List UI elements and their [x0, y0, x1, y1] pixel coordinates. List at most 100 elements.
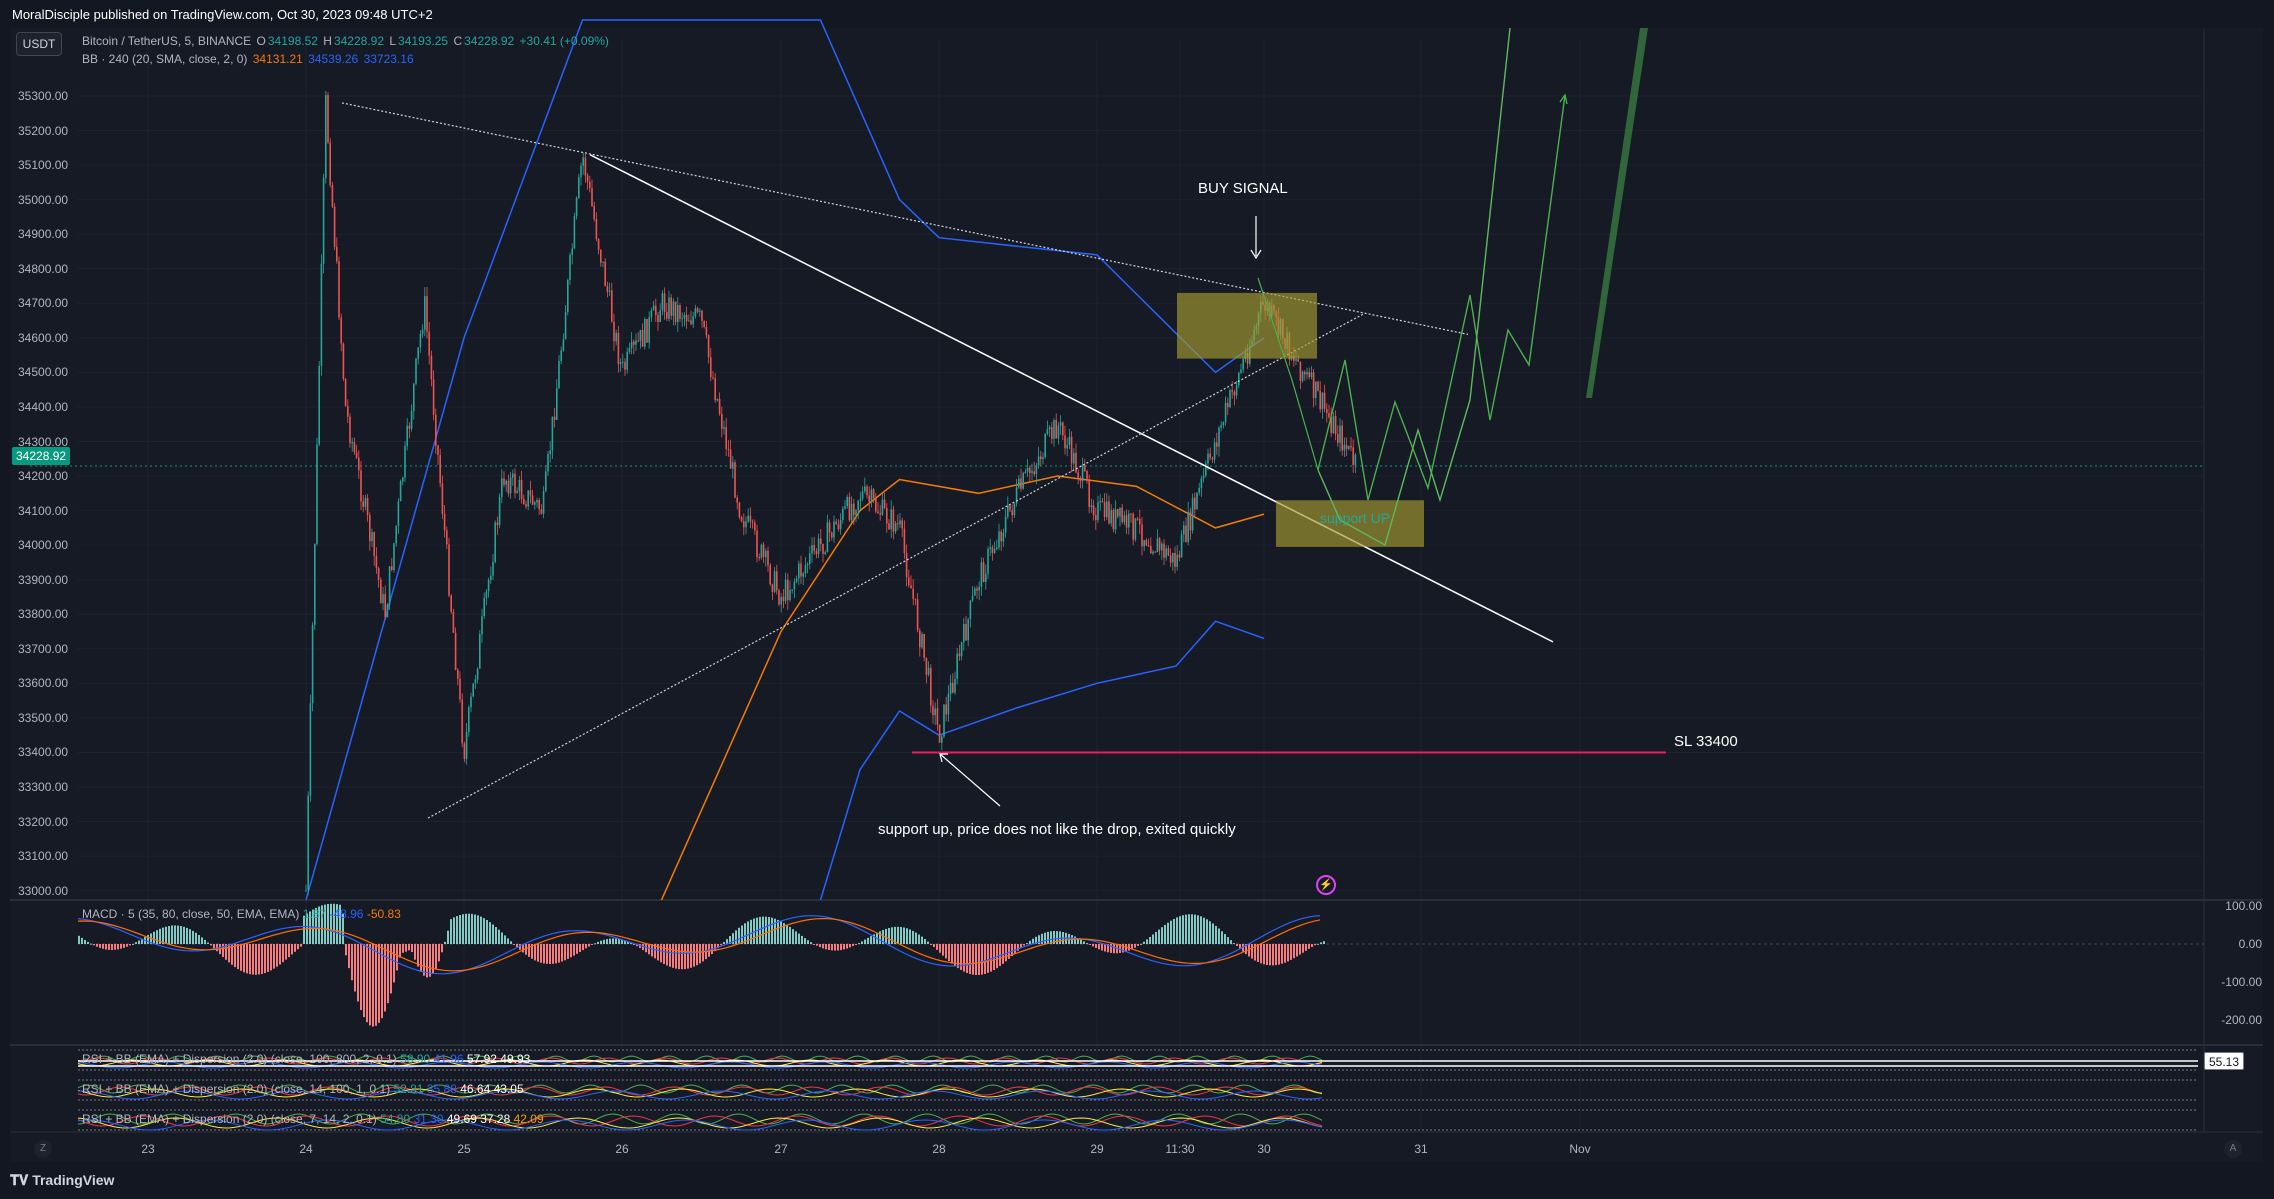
macd-hist-bar	[714, 944, 716, 952]
macd-hist-bar	[933, 944, 935, 947]
macd-hist-bar	[852, 944, 854, 947]
candle-body	[380, 579, 382, 604]
lightning-icon[interactable]: ⚡	[1316, 875, 1336, 895]
macd-hist-bar	[735, 930, 737, 944]
candle-body	[393, 543, 395, 570]
candle-body	[512, 473, 514, 478]
candle-body	[1048, 427, 1051, 430]
candle-body	[1136, 518, 1139, 520]
macd-hist-bar	[384, 944, 386, 1012]
projection-path-a	[1317, 94, 1566, 501]
macd-signal-line	[77, 917, 1321, 972]
macd-hist-bar	[1179, 916, 1181, 944]
candle-body	[507, 480, 510, 494]
macd-hist-bar	[570, 944, 572, 958]
macd-hist-bar	[666, 944, 668, 966]
macd-hist-bar	[1083, 941, 1085, 944]
candle-body	[980, 562, 983, 587]
candle-body	[424, 296, 426, 330]
candle-body	[1147, 545, 1150, 547]
macd-hist-bar	[198, 935, 200, 944]
candle-body	[457, 669, 459, 679]
candle-body	[1031, 471, 1033, 473]
high-value: 34228.92	[333, 34, 385, 48]
macd-hist-bar	[618, 938, 620, 944]
macd-hist-bar	[549, 944, 551, 964]
macd-hist-bar	[1041, 933, 1043, 944]
candle-body	[1158, 538, 1161, 551]
macd-hist-bar	[207, 942, 209, 944]
candle-body	[1310, 372, 1313, 377]
rsi-line	[77, 1088, 1323, 1098]
candle-body	[1231, 390, 1233, 392]
macd-hist-bar	[243, 944, 245, 973]
macd-hist-bar	[597, 941, 599, 944]
auto-scale-button[interactable]: A	[2224, 1140, 2242, 1158]
macd-hist-bar	[189, 929, 191, 944]
y-tick-label: 33900.00	[18, 572, 69, 587]
macd-hist-bar	[477, 915, 479, 944]
macd-hist-bar	[222, 944, 224, 957]
candle-body	[325, 95, 327, 179]
candle-body	[672, 301, 675, 316]
currency-button[interactable]: USDT	[16, 32, 62, 56]
candle-body	[340, 317, 342, 344]
macd-hist-bar	[228, 944, 230, 963]
candle-body	[369, 515, 371, 542]
macd-hist-bar	[432, 944, 434, 974]
candle-body	[1354, 454, 1357, 466]
macd-hist-bar	[555, 944, 557, 964]
macd-hist-bar	[366, 944, 368, 1023]
candle-body	[525, 504, 527, 507]
left-scale-button[interactable]: Z	[34, 1140, 52, 1158]
support-up-label: support UP	[1320, 510, 1391, 526]
candle-body	[820, 538, 822, 544]
candle-body	[1068, 436, 1071, 445]
y-tick-label: 34000.00	[18, 538, 69, 553]
macd-hist-bar	[993, 944, 995, 970]
macd-hist-bar	[900, 927, 902, 944]
macd-hist-bar	[324, 904, 326, 944]
macd-hist-bar	[1110, 944, 1112, 953]
y-tick-label: 33200.00	[18, 814, 69, 829]
macd-hist-bar	[627, 941, 629, 944]
candle-body	[344, 378, 347, 407]
candle-body	[591, 188, 593, 206]
macd-hist-bar	[786, 925, 788, 944]
candle-body	[1337, 434, 1339, 443]
candle-body	[875, 498, 877, 512]
candle-body	[1185, 525, 1187, 542]
macd-hist-bar	[912, 930, 914, 944]
macd-hist-bar	[825, 944, 827, 950]
candle-body	[338, 261, 340, 318]
candle-body	[1119, 507, 1121, 517]
macd-hist-bar	[108, 944, 110, 950]
rsi-line	[78, 1090, 1323, 1100]
macd-hist-bar	[399, 944, 401, 958]
candle-body	[633, 341, 635, 345]
macd-hist-bar	[972, 944, 974, 975]
macd-hist-bar	[498, 929, 500, 944]
candle-body	[690, 320, 692, 325]
candle-body	[1086, 470, 1088, 481]
macd-hist-bar	[981, 944, 983, 975]
macd-hist-bar	[1314, 944, 1316, 946]
candle-body	[738, 502, 741, 517]
macd-hist-bar	[807, 940, 809, 944]
macd-hist-bar	[1287, 944, 1289, 962]
candle-body	[602, 261, 604, 263]
macd-hist-bar	[573, 944, 575, 956]
y-tick-label: 33400.00	[18, 745, 69, 760]
macd-hist-bar	[1212, 923, 1214, 944]
candle-body	[839, 520, 842, 530]
macd-hist-bar	[864, 939, 866, 944]
candle-body	[355, 452, 358, 458]
candle-body	[1167, 548, 1170, 556]
price-projections	[1257, 27, 1648, 547]
macd-hist-bar	[186, 927, 188, 944]
candle-body	[1315, 381, 1317, 399]
macd-hist-bar	[777, 919, 779, 944]
macd-hist-bar	[1029, 940, 1031, 944]
candle-body	[1224, 403, 1227, 423]
